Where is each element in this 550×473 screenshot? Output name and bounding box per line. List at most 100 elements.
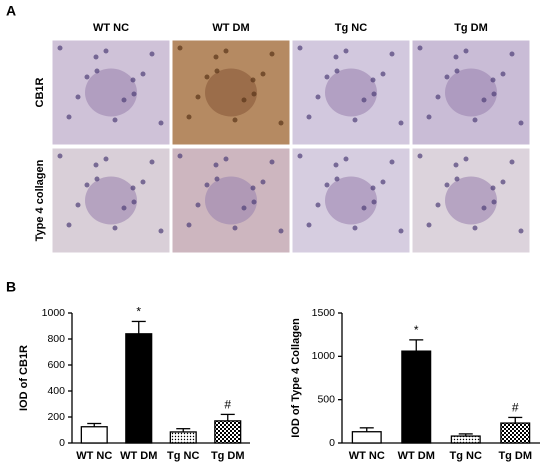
nucleus [324, 182, 330, 188]
column-label: Tg NC [335, 22, 367, 34]
nucleus [149, 51, 155, 57]
nucleus [454, 68, 460, 74]
nucleus [371, 199, 377, 205]
glomerulus [205, 176, 257, 225]
y-axis-label: IOD of Type 4 Collagen [290, 318, 302, 438]
nucleus [177, 45, 183, 51]
y-tick-label: 1000 [42, 307, 66, 319]
y-tick-label: 1000 [312, 350, 336, 362]
nucleus [278, 228, 284, 234]
nucleus [214, 68, 220, 74]
column-label: Tg DM [454, 22, 488, 34]
nucleus [250, 77, 256, 83]
nucleus [490, 185, 496, 191]
nucleus [463, 48, 469, 54]
nucleus [389, 51, 395, 57]
nucleus [131, 91, 137, 97]
row-label: Type 4 collagen [34, 159, 46, 241]
nucleus [491, 91, 497, 97]
nucleus [121, 205, 127, 211]
y-tick-label: 200 [47, 411, 65, 423]
nucleus [130, 185, 136, 191]
glomerulus [445, 68, 497, 117]
nucleus [398, 228, 404, 234]
nucleus [57, 45, 63, 51]
nucleus [93, 162, 99, 168]
nucleus [509, 159, 515, 165]
nucleus [140, 179, 146, 185]
x-tick-label: Tg DM [498, 450, 532, 462]
nucleus [398, 120, 404, 126]
nucleus [241, 205, 247, 211]
nucleus [333, 162, 339, 168]
nucleus [57, 153, 63, 159]
y-tick-label: 1500 [312, 307, 336, 319]
nucleus [112, 225, 118, 231]
nucleus [481, 97, 487, 103]
nucleus [518, 228, 524, 234]
nucleus [444, 182, 450, 188]
nucleus [453, 54, 459, 60]
bar [125, 333, 153, 444]
annotation: * [414, 323, 419, 337]
column-label: WT NC [93, 22, 129, 34]
nucleus [370, 185, 376, 191]
nucleus [75, 94, 81, 100]
nucleus [491, 199, 497, 205]
nucleus [213, 54, 219, 60]
glomerulus [325, 176, 377, 225]
nucleus [518, 120, 524, 126]
x-tick-label: Tg DM [211, 450, 245, 462]
nucleus [417, 45, 423, 51]
nucleus [343, 156, 349, 162]
nucleus [435, 94, 441, 100]
bar [169, 431, 197, 444]
nucleus [94, 176, 100, 182]
nucleus [140, 71, 146, 77]
bar [450, 435, 481, 444]
bar [80, 426, 108, 444]
glomerulus [85, 176, 137, 225]
nucleus [149, 159, 155, 165]
y-tick-label: 500 [317, 393, 335, 405]
nucleus [260, 71, 266, 77]
nucleus [435, 202, 441, 208]
nucleus [232, 117, 238, 123]
nucleus [343, 48, 349, 54]
nucleus [472, 225, 478, 231]
nucleus [223, 48, 229, 54]
nucleus [371, 91, 377, 97]
nucleus [66, 222, 72, 228]
annotation: # [512, 401, 519, 415]
nucleus [315, 94, 321, 100]
nucleus [490, 77, 496, 83]
nucleus [297, 153, 303, 159]
x-tick-label: WT DM [120, 450, 157, 462]
nucleus [186, 222, 192, 228]
nucleus [315, 202, 321, 208]
nucleus [334, 68, 340, 74]
nucleus [426, 114, 432, 120]
nucleus [426, 222, 432, 228]
nucleus [130, 77, 136, 83]
nucleus [352, 225, 358, 231]
y-tick-label: 800 [47, 333, 65, 345]
nucleus [177, 153, 183, 159]
nucleus [380, 71, 386, 77]
glomerulus [325, 68, 377, 117]
nucleus [158, 120, 164, 126]
nucleus [223, 156, 229, 162]
nucleus [84, 74, 90, 80]
nucleus [306, 114, 312, 120]
nucleus [500, 71, 506, 77]
nucleus [112, 117, 118, 123]
nucleus [131, 199, 137, 205]
x-tick-label: WT NC [349, 450, 385, 462]
nucleus [250, 185, 256, 191]
nucleus [370, 77, 376, 83]
nucleus [269, 159, 275, 165]
nucleus [361, 205, 367, 211]
y-axis-label: IOD of CB1R [18, 345, 30, 411]
nucleus [241, 97, 247, 103]
nucleus [121, 97, 127, 103]
